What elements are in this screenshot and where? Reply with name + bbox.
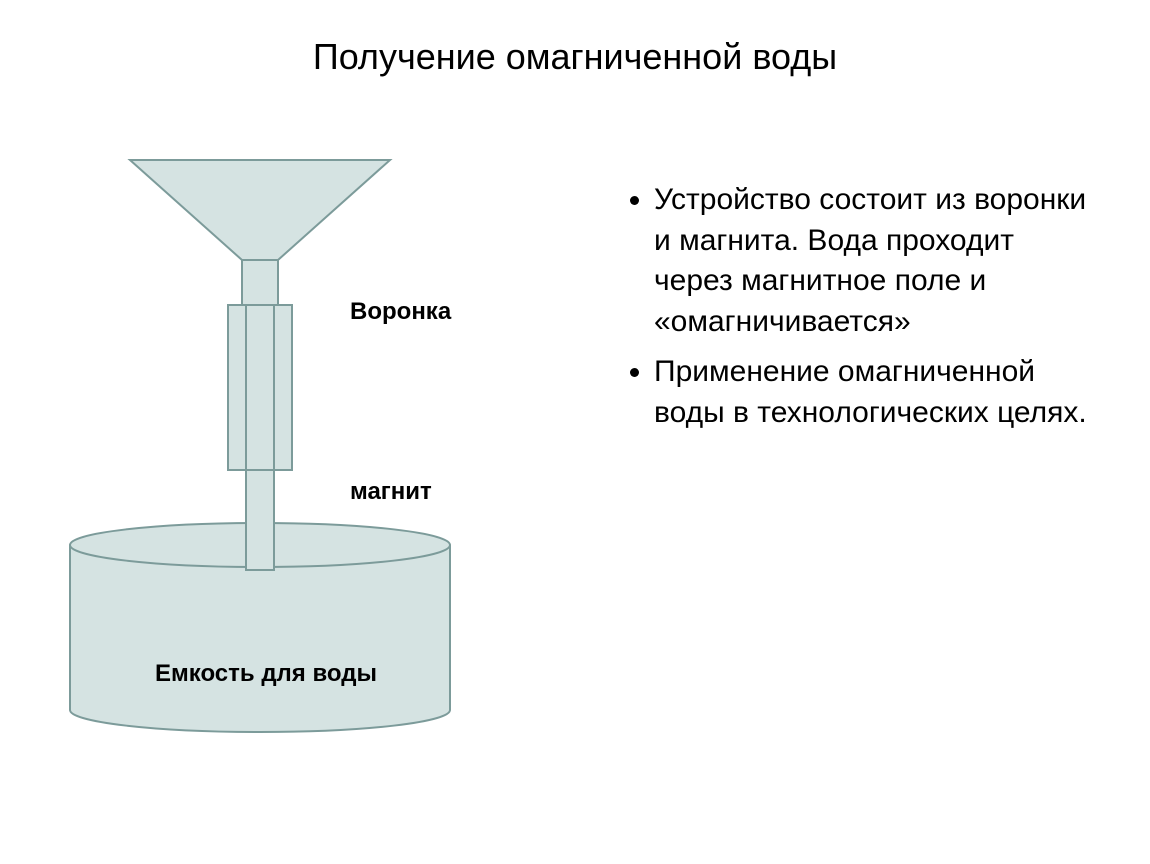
bullets: Устройство состоит из воронки и магнита.…	[620, 180, 1100, 443]
label-magnet: магнит	[350, 478, 432, 506]
label-container: Емкость для воды	[155, 660, 377, 688]
pipe	[246, 470, 274, 570]
funnel-stem	[242, 260, 278, 305]
diagram: Воронка магнит Емкость для воды	[40, 150, 560, 810]
magnet-body	[228, 305, 292, 470]
page-title: Получение омагниченной воды	[0, 36, 1150, 78]
container-body	[70, 545, 450, 732]
funnel-cone	[130, 160, 390, 260]
label-funnel: Воронка	[350, 298, 451, 326]
bullet-item: Устройство состоит из воронки и магнита.…	[654, 180, 1100, 342]
bullet-item: Применение омагниченной воды в технологи…	[654, 352, 1100, 433]
